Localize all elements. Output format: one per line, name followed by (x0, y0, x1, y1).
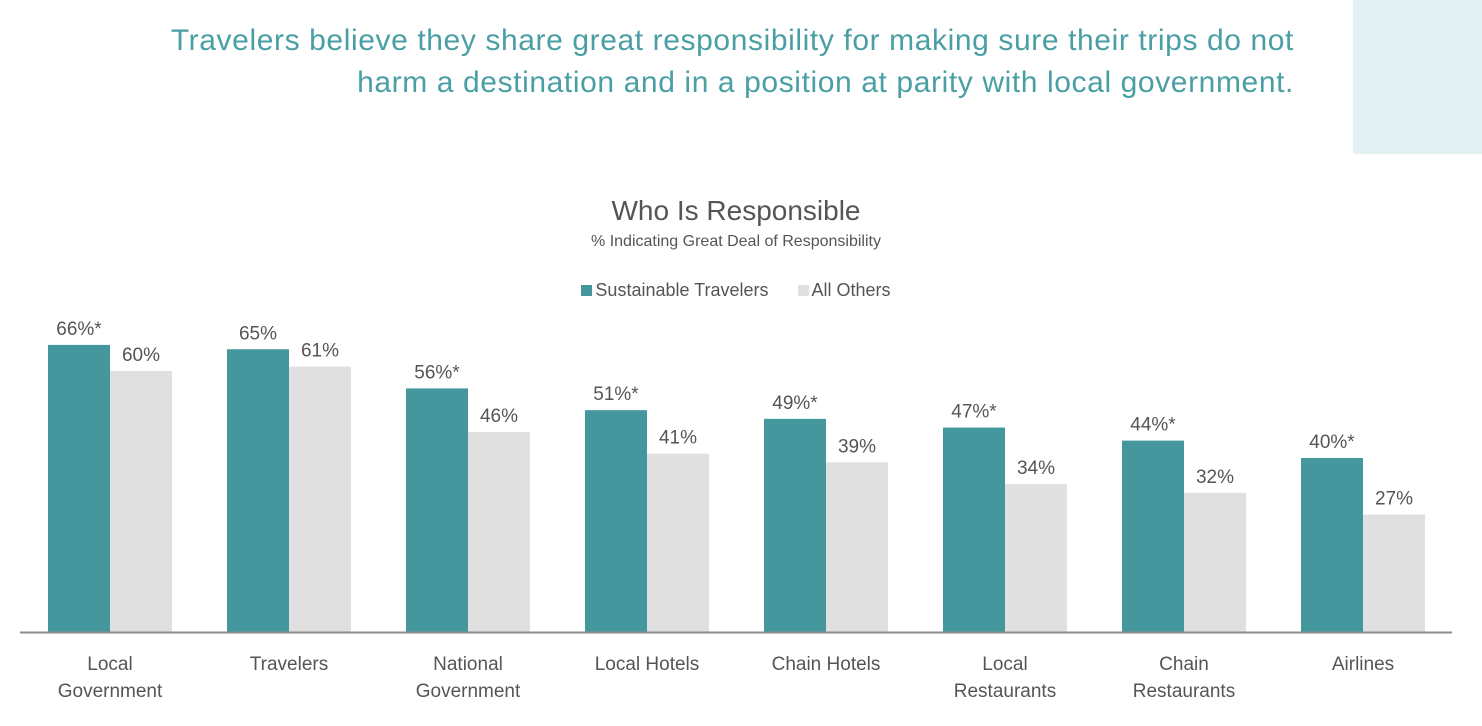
bar-series-2-3 (647, 453, 709, 632)
data-label-series-2-4: 39% (838, 436, 876, 457)
data-label-series-2-0: 60% (122, 345, 160, 366)
data-label-series-2-7: 27% (1375, 489, 1413, 510)
legend-swatch-series-2 (797, 285, 809, 296)
bar-series-2-0 (110, 371, 172, 632)
bar-series-1-1 (227, 349, 289, 632)
bar-series-1-0 (48, 344, 110, 632)
data-label-series-1-6: 44%* (1130, 415, 1176, 436)
data-label-series-1-3: 51%* (593, 384, 639, 405)
category-label-4-0: Chain Hotels (772, 654, 881, 675)
corner-accent-box (1353, 0, 1482, 154)
bar-series-1-3 (585, 410, 647, 632)
bar-series-2-4 (826, 462, 888, 632)
legend-label-series-2: All Others (811, 280, 891, 300)
data-label-series-2-6: 32% (1196, 467, 1234, 488)
legend-label-series-1: Sustainable Travelers (595, 280, 769, 300)
data-label-series-2-3: 41% (659, 428, 697, 449)
bar-series-2-6 (1184, 492, 1246, 632)
bar-series-1-6 (1122, 440, 1184, 632)
data-label-series-2-2: 46% (480, 406, 518, 427)
data-label-series-1-2: 56%* (414, 362, 460, 383)
category-label-3-0: Local Hotels (595, 654, 700, 675)
headline-line-1: Travelers believe they share great respo… (170, 24, 1294, 57)
category-label-5-1: Restaurants (954, 681, 1056, 702)
data-label-series-1-5: 47%* (951, 402, 997, 423)
legend-item-series-2: All Others (797, 280, 891, 301)
category-label-2-1: Government (416, 681, 521, 702)
bar-series-1-5 (943, 427, 1005, 632)
category-label-2-0: National (433, 654, 503, 675)
chart-title: Who Is Responsible (611, 195, 861, 226)
data-label-series-1-4: 49%* (772, 393, 818, 414)
bar-series-2-5 (1005, 484, 1067, 632)
bar-series-1-2 (406, 388, 468, 632)
legend-swatch-series-1 (581, 285, 593, 296)
bar-series-2-7 (1363, 514, 1425, 632)
bar-series-1-7 (1301, 458, 1363, 632)
category-label-5-0: Local (982, 654, 1027, 675)
data-label-series-1-0: 66%* (56, 319, 102, 340)
category-label-6-0: Chain (1159, 654, 1209, 675)
legend-item-series-1: Sustainable Travelers (581, 280, 769, 301)
headline: Travelers believe they share great respo… (94, 20, 1294, 104)
category-label-0-0: Local (87, 654, 132, 675)
chart-subtitle: % Indicating Great Deal of Responsibilit… (591, 233, 881, 250)
data-label-series-1-1: 65% (239, 323, 277, 344)
category-label-7-0: Airlines (1332, 654, 1394, 675)
bar-series-1-4 (764, 418, 826, 632)
category-label-6-1: Restaurants (1133, 681, 1235, 702)
bar-series-2-2 (468, 431, 530, 632)
chart-legend: Sustainable Travelers All Others (0, 280, 1472, 301)
data-label-series-2-5: 34% (1017, 458, 1055, 479)
category-label-1-0: Travelers (250, 654, 328, 675)
data-label-series-1-7: 40%* (1309, 432, 1355, 453)
headline-line-2: harm a destination and in a position at … (357, 66, 1294, 99)
bar-series-2-1 (289, 366, 351, 632)
data-label-series-2-1: 61% (301, 341, 339, 362)
category-label-0-1: Government (58, 681, 163, 702)
